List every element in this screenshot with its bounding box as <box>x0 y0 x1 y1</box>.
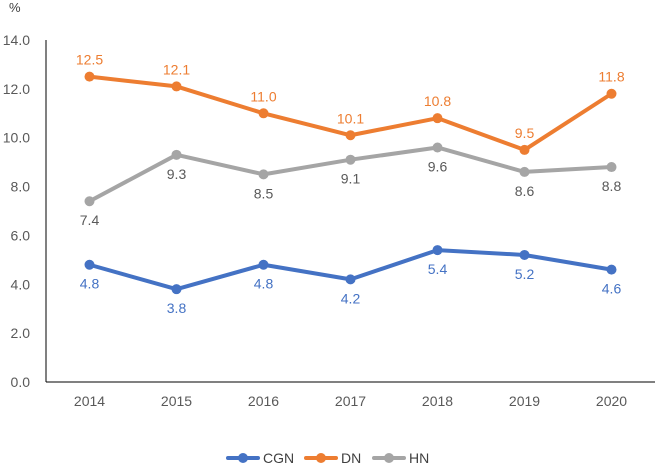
data-point-cgn <box>345 274 356 285</box>
data-point-hn <box>519 166 530 177</box>
data-point-hn <box>84 196 95 207</box>
data-label-cgn: 4.6 <box>602 281 622 297</box>
y-tick-label: 6.0 <box>11 227 31 243</box>
data-point-cgn <box>519 249 530 260</box>
data-label-cgn: 4.2 <box>341 290 361 306</box>
series-data-labels: 4.8 3.8 4.8 4.2 5.4 5.2 4.6 12.5 12.1 11.0 10.1 10.… <box>76 52 625 317</box>
x-tick-label: 2014 <box>74 393 105 409</box>
data-label-hn: 9.1 <box>341 171 361 187</box>
x-tick-label: 2018 <box>422 393 453 409</box>
data-label-dn: 12.5 <box>76 52 103 68</box>
data-label-hn: 8.5 <box>254 185 274 201</box>
x-tick-label: 2016 <box>248 393 279 409</box>
legend-label-hn: HN <box>409 450 429 466</box>
legend-marker-cgn <box>238 453 248 463</box>
data-point-cgn <box>84 259 95 270</box>
y-tick-label: 4.0 <box>11 276 31 292</box>
data-label-dn: 11.0 <box>250 88 276 104</box>
data-point-hn <box>258 169 269 180</box>
data-label-hn: 8.6 <box>515 183 535 199</box>
y-tick-label: 0.0 <box>11 374 31 390</box>
y-tick-label: 14.0 <box>3 32 30 48</box>
data-label-dn: 9.5 <box>515 125 535 141</box>
data-point-dn <box>345 130 356 141</box>
y-tick-label: 12.0 <box>3 81 30 97</box>
y-tick-label: 2.0 <box>11 325 31 341</box>
data-label-dn: 10.8 <box>424 93 451 109</box>
data-label-hn: 7.4 <box>80 212 100 228</box>
legend-label-dn: DN <box>341 450 361 466</box>
data-point-hn <box>345 154 356 165</box>
x-tick-label: 2020 <box>596 393 627 409</box>
series-points <box>84 71 617 295</box>
legend: CGN DN HN <box>226 450 429 466</box>
legend-label-cgn: CGN <box>263 450 294 466</box>
data-label-dn: 12.1 <box>163 61 190 77</box>
data-point-cgn <box>258 259 269 270</box>
data-point-cgn <box>432 245 443 256</box>
data-label-dn: 10.1 <box>337 110 364 126</box>
data-point-cgn <box>171 284 182 295</box>
data-label-cgn: 5.4 <box>428 261 448 277</box>
x-axis-ticks: 2014 2015 2016 2017 2018 2019 2020 <box>74 393 627 409</box>
data-label-hn: 8.8 <box>602 178 622 194</box>
x-tick-label: 2015 <box>161 393 192 409</box>
data-point-dn <box>171 81 182 92</box>
legend-marker-dn <box>316 453 326 463</box>
data-point-dn <box>84 71 95 82</box>
data-point-dn <box>606 88 617 99</box>
data-point-hn <box>432 142 443 153</box>
x-tick-label: 2017 <box>335 393 366 409</box>
data-point-hn <box>606 162 617 173</box>
data-label-cgn: 4.8 <box>80 276 100 292</box>
data-label-dn: 11.8 <box>598 69 624 85</box>
axes <box>45 40 655 383</box>
data-point-dn <box>432 113 443 124</box>
data-label-cgn: 5.2 <box>515 266 535 282</box>
legend-marker-hn <box>384 453 394 463</box>
data-label-hn: 9.3 <box>167 166 187 182</box>
data-point-dn <box>519 144 530 155</box>
data-point-cgn <box>606 264 617 275</box>
y-tick-label: 10.0 <box>3 130 30 146</box>
data-label-hn: 9.6 <box>428 158 448 174</box>
data-point-hn <box>171 149 182 160</box>
y-axis-unit-label: % <box>9 0 21 15</box>
x-tick-label: 2019 <box>509 393 540 409</box>
data-label-cgn: 4.8 <box>254 276 274 292</box>
y-tick-label: 8.0 <box>11 179 31 195</box>
data-point-dn <box>258 108 269 119</box>
data-label-cgn: 3.8 <box>167 300 187 316</box>
y-axis-ticks: 0.0 2.0 4.0 6.0 8.0 10.0 12.0 14.0 <box>3 32 30 390</box>
